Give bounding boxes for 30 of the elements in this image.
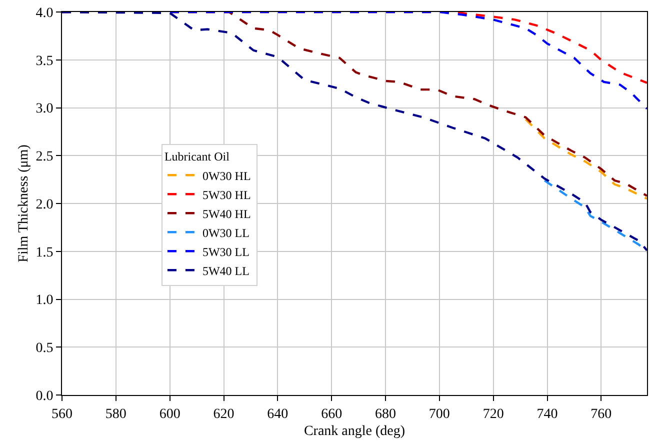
y-tick-label: 1.5 xyxy=(36,245,54,260)
x-tick-label: 740 xyxy=(536,406,558,422)
x-tick-label: 700 xyxy=(428,406,450,422)
y-tick-label: 1.0 xyxy=(36,293,54,308)
legend-label: 0W30 HL xyxy=(202,168,251,183)
x-axis-title: Crank angle (deg) xyxy=(304,424,406,440)
x-tick-label: 580 xyxy=(105,406,126,422)
legend-title: Lubricant Oil xyxy=(164,150,230,164)
legend-label: 5W40 HL xyxy=(202,206,251,221)
line-series xyxy=(524,118,647,200)
x-tick-label: 600 xyxy=(159,406,180,422)
x-tick-label: 680 xyxy=(375,406,396,422)
x-tick-label: 660 xyxy=(321,406,342,422)
y-tick-label: 4.0 xyxy=(36,6,54,21)
legend-label: 5W40 LL xyxy=(202,264,250,278)
legend-label: 0W30 LL xyxy=(202,226,250,240)
y-axis-title: Film Thickness (μm) xyxy=(16,144,32,262)
x-tick-label: 620 xyxy=(213,406,234,422)
x-tick-label: 760 xyxy=(590,406,612,422)
y-tick-label: 3.5 xyxy=(36,54,54,69)
x-tick-label: 640 xyxy=(267,406,288,422)
y-tick-label: 0.0 xyxy=(36,388,54,404)
legend-label: 5W30 HL xyxy=(202,188,251,202)
y-tick-label: 0.5 xyxy=(36,341,54,356)
y-tick-label: 3.0 xyxy=(36,102,54,117)
x-tick-label: 720 xyxy=(482,406,504,422)
legend-label: 5W30 LL xyxy=(202,244,250,259)
y-tick-label: 2.0 xyxy=(36,197,54,212)
y-tick-label: 2.5 xyxy=(36,150,54,165)
x-tick-label: 560 xyxy=(52,406,72,422)
